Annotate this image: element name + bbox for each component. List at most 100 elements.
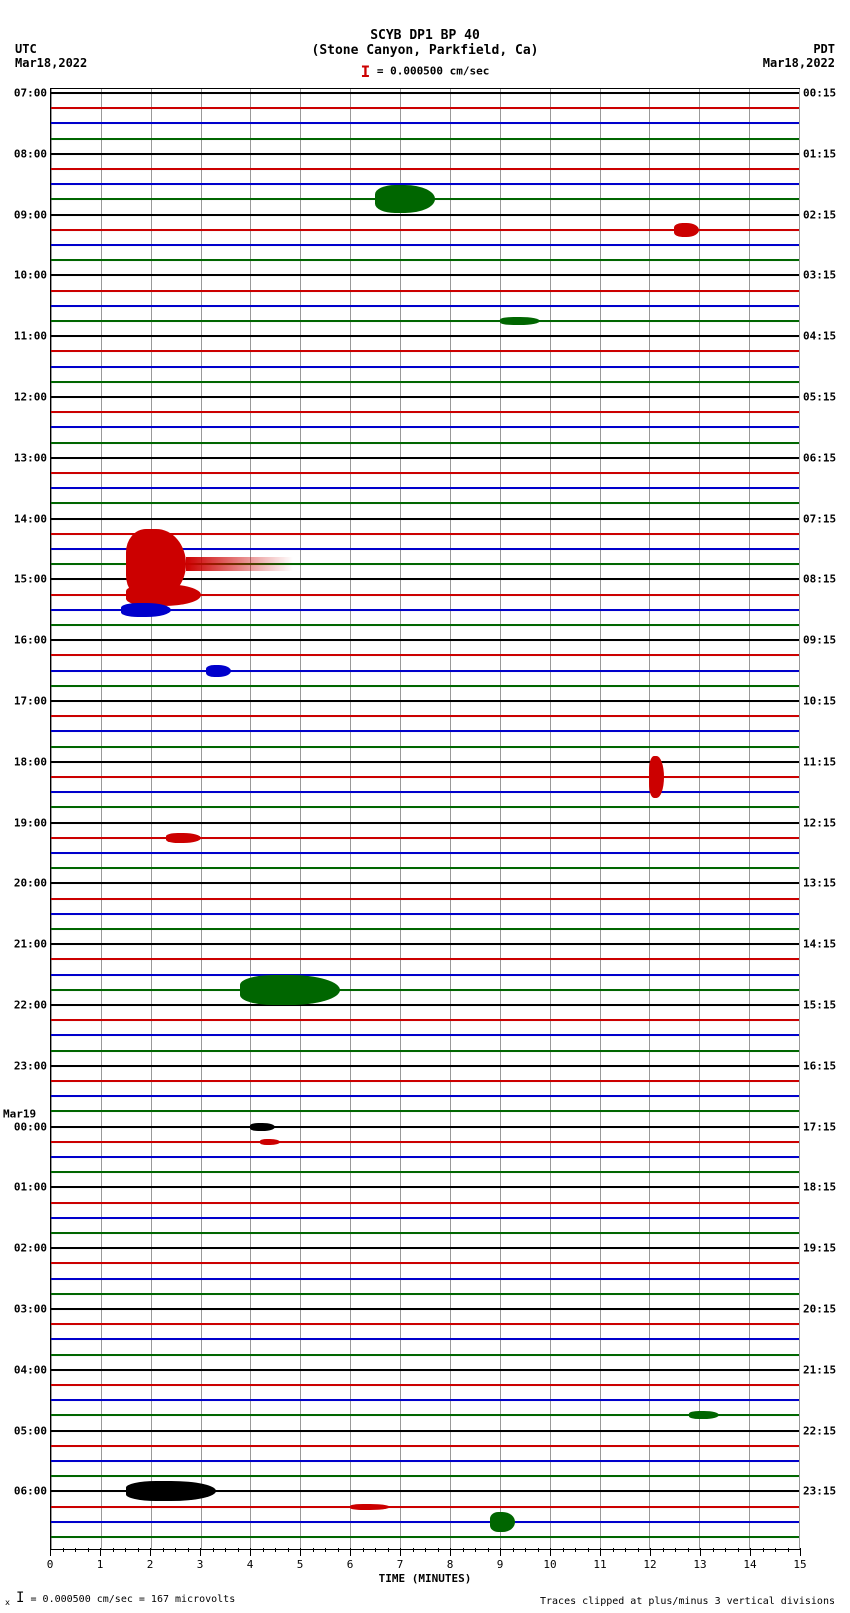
x-tick <box>50 1548 51 1556</box>
time-label-right: 03:15 <box>803 269 847 282</box>
trace-row <box>51 1446 799 1447</box>
time-label-right: 16:15 <box>803 1059 847 1072</box>
trace-line <box>51 1384 799 1386</box>
seismic-event <box>649 756 664 798</box>
trace-line <box>51 138 799 140</box>
time-label-left: 17:00 <box>3 695 47 708</box>
x-tick-minor <box>463 1548 464 1552</box>
scale-bar-icon: I <box>361 62 371 81</box>
trace-row <box>51 1324 799 1325</box>
seismic-event <box>240 975 340 1005</box>
trace-line <box>51 670 799 672</box>
trace-row <box>51 1476 799 1477</box>
trace-line <box>51 928 799 930</box>
x-tick <box>250 1548 251 1556</box>
trace-line <box>51 1110 799 1112</box>
x-tick <box>500 1548 501 1556</box>
trace-line <box>51 426 799 428</box>
x-tick-minor <box>225 1548 226 1552</box>
gridline <box>400 89 401 1549</box>
trace-line <box>51 183 799 185</box>
trace-row <box>51 1370 799 1371</box>
seismic-event <box>689 1411 719 1419</box>
gridline <box>500 89 501 1549</box>
time-label-right: 19:15 <box>803 1242 847 1255</box>
trace-line <box>51 1323 799 1325</box>
trace-row <box>51 154 799 155</box>
trace-row <box>51 1157 799 1158</box>
footer-left-text: = 0.000500 cm/sec = 167 microvolts <box>31 1594 236 1605</box>
x-tick-minor <box>138 1548 139 1552</box>
trace-line <box>51 487 799 489</box>
gridline <box>600 89 601 1549</box>
x-tick <box>700 1548 701 1556</box>
trace-row <box>51 929 799 930</box>
trace-line <box>51 730 799 732</box>
time-label-left: 09:00 <box>3 208 47 221</box>
trace-line <box>51 1141 799 1143</box>
trace-row <box>51 1127 799 1128</box>
midnight-label: Mar19 <box>3 1107 47 1120</box>
tz-right-label: PDT <box>763 42 835 56</box>
time-label-left: 22:00 <box>3 999 47 1012</box>
trace-line <box>51 943 799 945</box>
trace-line <box>51 654 799 656</box>
trace-line <box>51 1293 799 1295</box>
trace-line <box>51 1202 799 1204</box>
x-tick-minor <box>538 1548 539 1552</box>
trace-row <box>51 245 799 246</box>
trace-line <box>51 396 799 398</box>
trace-row <box>51 883 799 884</box>
trace-line <box>51 1536 799 1538</box>
trace-row <box>51 1218 799 1219</box>
trace-line <box>51 1034 799 1036</box>
time-label-right: 22:15 <box>803 1424 847 1437</box>
gridline <box>250 89 251 1549</box>
trace-row <box>51 382 799 383</box>
seismic-event <box>490 1512 515 1532</box>
gridline <box>550 89 551 1549</box>
x-tick-minor <box>163 1548 164 1552</box>
trace-line <box>51 974 799 976</box>
time-label-right: 06:15 <box>803 451 847 464</box>
trace-row <box>51 458 799 459</box>
x-tick-label: 2 <box>147 1558 154 1571</box>
trace-line <box>51 624 799 626</box>
x-tick <box>650 1548 651 1556</box>
x-tick-minor <box>775 1548 776 1552</box>
trace-row <box>51 1385 799 1386</box>
x-tick-label: 11 <box>593 1558 606 1571</box>
trace-row <box>51 1400 799 1401</box>
x-tick-minor <box>338 1548 339 1552</box>
seismic-event <box>166 833 201 843</box>
trace-row <box>51 747 799 748</box>
trace-row <box>51 777 799 778</box>
trace-line <box>51 457 799 459</box>
x-tick <box>800 1548 801 1556</box>
trace-row <box>51 655 799 656</box>
trace-row <box>51 443 799 444</box>
trace-row <box>51 427 799 428</box>
x-tick-label: 5 <box>297 1558 304 1571</box>
trace-row <box>51 716 799 717</box>
x-tick-minor <box>663 1548 664 1552</box>
time-label-right: 02:15 <box>803 208 847 221</box>
trace-line <box>51 305 799 307</box>
trace-row <box>51 868 799 869</box>
x-tick <box>300 1548 301 1556</box>
x-tick <box>750 1548 751 1556</box>
gridline <box>699 89 700 1549</box>
gridline <box>649 89 650 1549</box>
trace-line <box>51 1430 799 1432</box>
x-tick <box>150 1548 151 1556</box>
time-label-left: 11:00 <box>3 330 47 343</box>
trace-row <box>51 1522 799 1523</box>
trace-line <box>51 244 799 246</box>
trace-row <box>51 260 799 261</box>
x-tick-minor <box>388 1548 389 1552</box>
trace-line <box>51 518 799 520</box>
time-label-left: 08:00 <box>3 147 47 160</box>
gridline <box>51 89 52 1549</box>
trace-line <box>51 1232 799 1234</box>
trace-line <box>51 350 799 352</box>
